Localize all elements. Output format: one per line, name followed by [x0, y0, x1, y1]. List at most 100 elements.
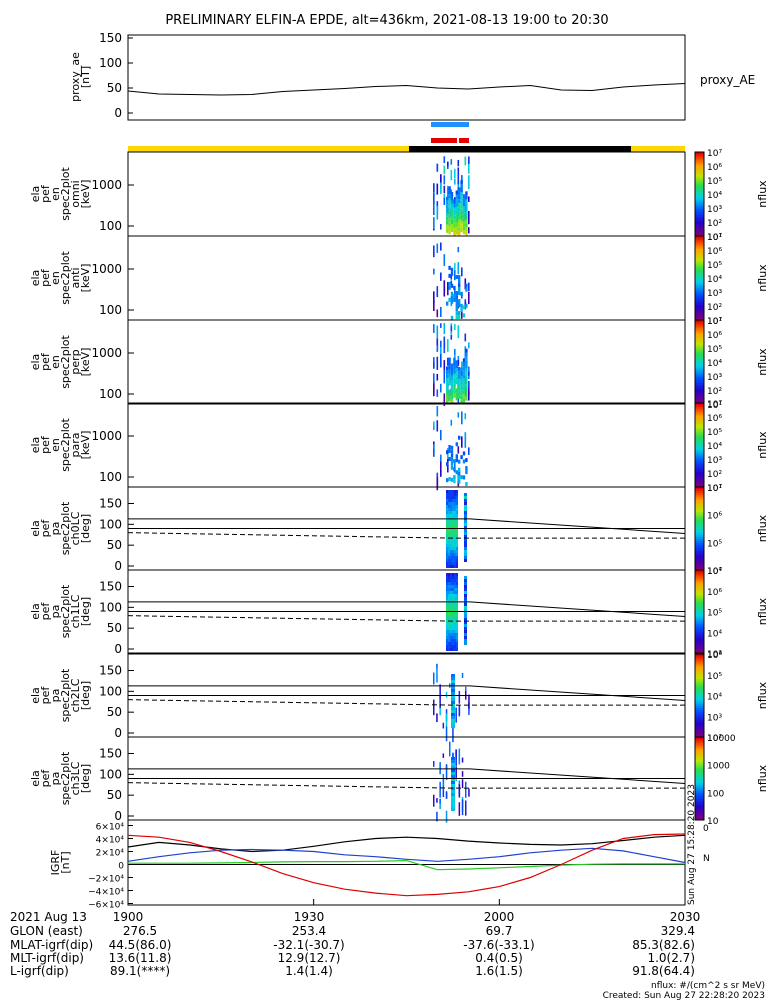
pitch-angle-pixel [451, 757, 455, 760]
panel-para-colorbar-segment [695, 463, 704, 467]
pitch-angle-pixel [452, 645, 454, 648]
pitch-angle-pixel [451, 769, 455, 772]
pitch-angle-pixel [448, 541, 450, 544]
panel-omni-colorbar-segment [695, 177, 704, 180]
spectrogram-pixel [460, 212, 463, 217]
spectrogram-pixel [446, 378, 449, 383]
panel-perp-colorbar-segment [695, 357, 704, 361]
pitch-angle-pixel [452, 547, 454, 550]
panel-omni-colorbar-segment [695, 225, 704, 229]
spectrogram-pixel [460, 303, 463, 308]
panel-perp-colorbar-segment [695, 362, 704, 365]
spectrogram-pixel [440, 383, 442, 393]
footer-cell: 1900 [113, 910, 144, 924]
pitch-angle-pixel [446, 588, 448, 591]
panel-anti-colorbar-segment [695, 252, 704, 256]
spectrogram-pixel [460, 367, 463, 372]
spectrogram-pixel [453, 231, 456, 236]
pitch-angle-pixel [452, 582, 454, 585]
panel-anti-colorbar-segment [695, 294, 704, 298]
panel-ch1LC-colorbar-segment [695, 615, 704, 619]
panel-ch1LC-colorbar-segment [695, 580, 704, 583]
pitch-angle-pixel [450, 559, 452, 562]
spectrogram-pixel [453, 389, 456, 394]
spectrogram-pixel [464, 432, 467, 441]
pitch-angle-pixel [464, 615, 467, 618]
spectrogram-pixel [455, 202, 458, 207]
panel-ch1LC-colorbar-segment [695, 621, 704, 625]
spectrogram-pixel [440, 454, 442, 462]
pitch-angle-pixel [456, 547, 458, 550]
pitch-angle-pixel [456, 627, 458, 630]
pitch-angle-pixel [446, 553, 448, 556]
panel-omni-colorbar-segment [695, 189, 704, 193]
pitch-angle-pixel [451, 793, 455, 796]
spectrogram-pixel [458, 378, 461, 383]
panel-para-colorbar-segment [695, 438, 704, 442]
pitch-angle-pixel [454, 609, 456, 612]
pitch-angle-pixel [452, 550, 454, 553]
pitch-angle-pixel [458, 705, 461, 715]
y-axis-label-line: omni [69, 180, 82, 207]
spectrogram-pixel [468, 391, 470, 401]
spectrogram-pixel [462, 382, 466, 387]
pitch-angle-pixel [464, 612, 467, 615]
panel-anti-colorbar-segment [695, 275, 704, 279]
y-axis-label-line: pef [39, 602, 52, 621]
panel-omni-colorbar-segment [695, 152, 704, 155]
panel-ch3LC-colorbar-segment [695, 757, 704, 761]
spectrogram-pixel [436, 286, 439, 297]
spectrogram-pixel [465, 470, 468, 475]
panel-ch1LC-colorbar-segment [695, 640, 704, 644]
pitch-angle-pixel [446, 511, 448, 514]
spectrogram-pixel [448, 202, 451, 207]
y-axis-label-line: pef [39, 268, 52, 287]
spectrogram-pixel [465, 396, 468, 401]
spectrogram-pixel [450, 325, 453, 332]
pitch-angle-pixel [450, 502, 452, 505]
panel-ch3LC-colorbar-segment [695, 790, 704, 794]
panel-perp-colorbar-segment [695, 328, 704, 331]
pitch-angle-pixel [446, 529, 448, 532]
panel-ch1LC-colorbar-segment [695, 636, 704, 639]
footer-cell: GLON (east) [10, 924, 83, 938]
spectrogram-pixel [433, 291, 435, 304]
spectrogram-pixel [460, 196, 463, 201]
panel-anti-colorbar-segment [695, 250, 704, 254]
colorbar-label: nflux [756, 264, 769, 292]
panel-perp-frame [127, 319, 686, 405]
pitch-angle-pixel [446, 648, 448, 651]
spectrogram-pixel [450, 208, 454, 213]
spectrogram-pixel [446, 224, 449, 229]
pitch-angle-pixel [464, 618, 467, 621]
pitch-angle-pixel [451, 713, 455, 716]
colorbar-tick-label: 10¹ [707, 233, 722, 243]
spectrogram-pixel [458, 287, 461, 292]
panel-ch1LC-colorbar-segment [695, 609, 704, 612]
pitch-angle-pixel [450, 523, 452, 526]
pitch-angle-pixel [446, 639, 448, 642]
panel-ch0LC-colorbar-segment [695, 555, 704, 559]
panel-ch1LC-colorbar-frame [694, 569, 705, 654]
pitch-angle-pixel [456, 582, 458, 585]
panel-para-colorbar-segment [695, 453, 704, 456]
spectrogram-pixel [443, 185, 446, 194]
pitch-angle-pixel [446, 502, 448, 505]
pitch-angle-pixel [456, 612, 458, 615]
panel-ch3LC-colorbar-segment [695, 811, 704, 815]
spectrogram-pixel [460, 391, 463, 396]
spectrogram-pixel [464, 156, 467, 166]
y-tick-label: 2×10⁴ [96, 849, 125, 859]
y-tick-label: 6×10⁴ [96, 823, 125, 833]
pitch-angle-pixel [454, 642, 456, 645]
pitch-angle-pixel [454, 514, 456, 517]
spectrogram-pixel [457, 262, 460, 275]
spectrogram-pixel [455, 299, 458, 304]
footer-table: 2021 Aug 13 1900 1930 2000 2030 GLON (east) 27… [10, 910, 765, 1000]
pitch-angle-pixel [450, 562, 452, 565]
y-tick-label: 1000 [91, 346, 122, 360]
pitch-angle-pixel [454, 553, 456, 556]
panel-para-colorbar-segment [695, 426, 704, 429]
spectrogram-pixel [460, 208, 463, 213]
panel-ch2LC-colorbar-segment [695, 720, 704, 723]
